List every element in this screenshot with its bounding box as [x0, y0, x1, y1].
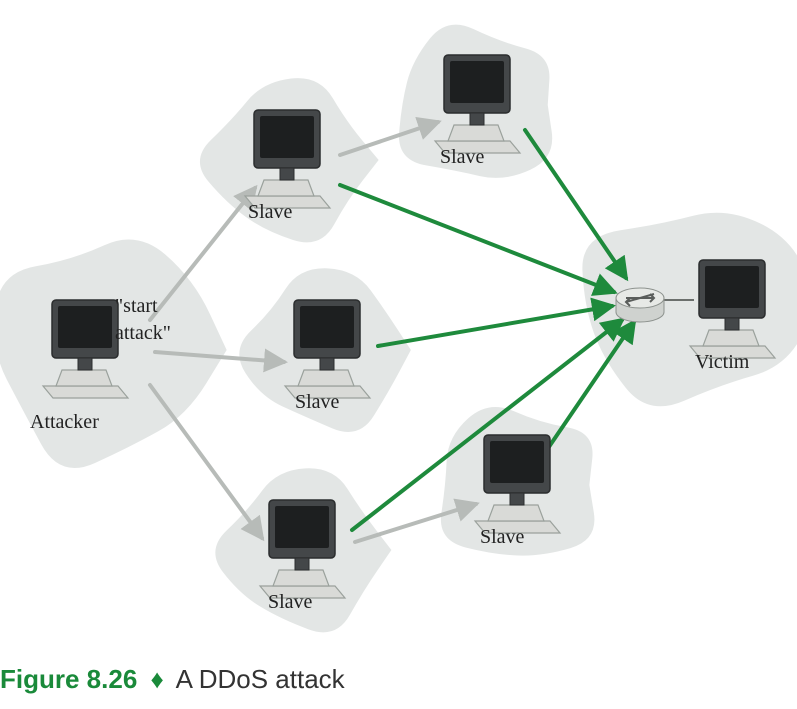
- router-node: [616, 288, 664, 322]
- slave1-label: Slave: [248, 201, 293, 223]
- diagram-canvas: AttackerSlaveSlaveSlaveSlaveSlaveVictim …: [0, 0, 797, 709]
- figure-caption: Figure 8.26 ♦ A DDoS attack: [0, 664, 345, 695]
- caption-diamond: ♦: [145, 664, 170, 694]
- attacker-text-line2: attack": [115, 322, 171, 345]
- slave5-label: Slave: [268, 591, 313, 613]
- attacker-label: Attacker: [30, 411, 99, 433]
- victim-label: Victim: [695, 351, 750, 373]
- attacker-text-line1: "start: [115, 295, 158, 318]
- slave3-label: Slave: [295, 391, 340, 413]
- slave4-label: Slave: [480, 526, 525, 548]
- caption-figure-number: Figure 8.26: [0, 664, 137, 694]
- diagram-svg: Attacker Slave Slave Slave Slave Slave Victim: [0, 0, 797, 709]
- slave2-label: Slave: [440, 146, 485, 168]
- caption-text: A DDoS attack: [176, 664, 345, 694]
